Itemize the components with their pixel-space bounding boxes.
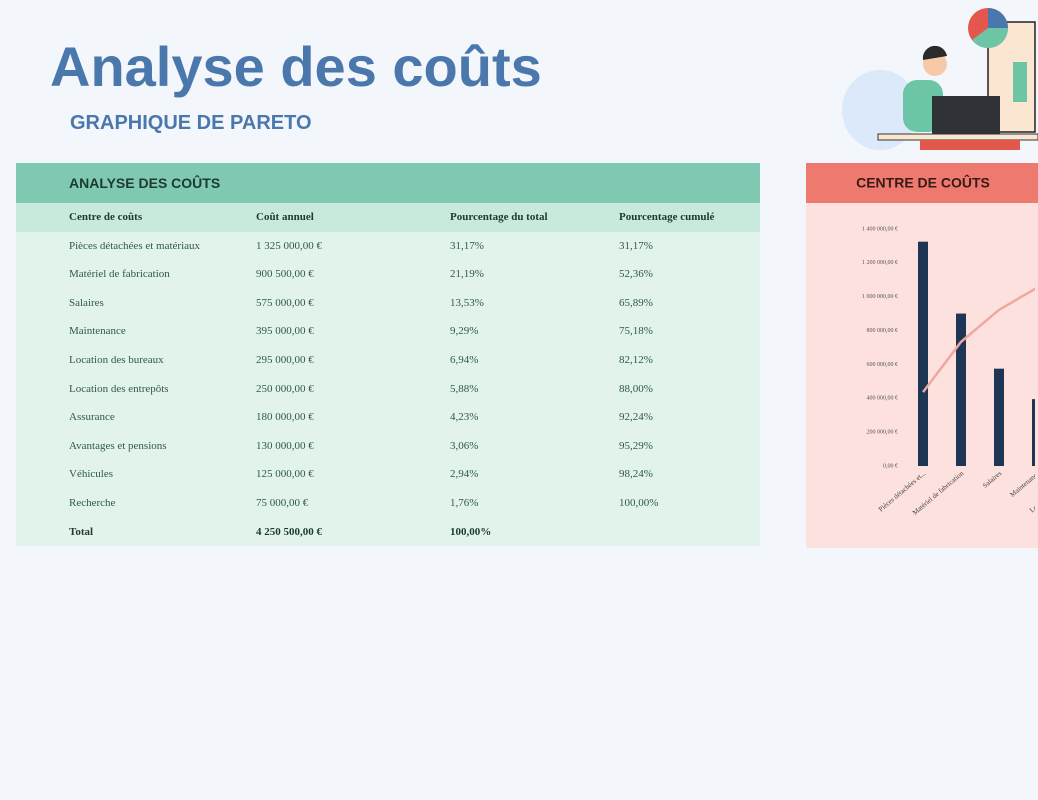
table: ANALYSE DES COÛTS Centre de coûts Coût an… (16, 163, 760, 547)
cell: 4,23% (450, 411, 479, 424)
cell: 575 000,00 € (256, 296, 314, 309)
cell: 92,24% (619, 411, 653, 424)
cell: Pourcentage cumulé (619, 211, 715, 223)
cell: Salaires (69, 296, 104, 309)
cell: 1 325 000,00 € (256, 239, 322, 252)
illustration (842, 8, 1038, 150)
y-tick-label: 400 000,00 € (867, 396, 899, 402)
table-row: Salaires 575 000,00 € 13,53% 65,89% (16, 289, 760, 318)
cell: 52,36% (619, 268, 653, 281)
cell: 130 000,00 € (256, 439, 314, 452)
cell: 4 250 500,00 € (256, 525, 322, 538)
table-row: Location des entrepôts 250 000,00 € 5,88% 8… (16, 375, 760, 404)
table-row: Recherche 75 000,00 € 1,76% 100,00% (16, 489, 760, 518)
cell: 6,94% (450, 353, 479, 366)
table-body: Centre de coûts Coût annuel Pourcentage du… (16, 203, 760, 546)
column-header: Centre de coûts Coût annuel Pourcentage du… (16, 203, 760, 232)
table-row: Matériel de fabrication 900 500,00 € 21,19… (16, 260, 760, 289)
cell: Recherche (69, 496, 116, 509)
cell: Pièces détachées et matériaux (69, 239, 201, 252)
cell: 75,18% (619, 325, 653, 338)
cell: Total (69, 525, 94, 538)
cell: 900 500,00 € (256, 268, 314, 281)
cell: Matériel de fabrication (69, 268, 170, 281)
cell: Maintenance (69, 325, 126, 338)
cell: 82,12% (619, 353, 653, 366)
subtitle: GRAPHIQUE DE PARETO (70, 112, 312, 134)
cell: 65,89% (619, 296, 653, 309)
cell: Location des entrepôts (69, 382, 169, 395)
cell: 9,29% (450, 325, 479, 338)
bar (994, 368, 1004, 466)
cell: Assurance (69, 411, 115, 424)
cell: Pourcentage du total (450, 211, 548, 223)
title: Analyse des coûts (50, 35, 542, 98)
cell: Avantages et pensions (69, 439, 167, 452)
cell: 98,24% (619, 468, 653, 481)
table-row: Avantages et pensions 130 000,00 € 3,06% 95… (16, 432, 760, 461)
cell: 125 000,00 € (256, 468, 314, 481)
cell: 13,53% (450, 296, 484, 309)
cell: 295 000,00 € (256, 353, 314, 366)
cell: 5,88% (450, 382, 479, 395)
cell: 1,76% (450, 496, 479, 509)
cell: 95,29% (619, 439, 653, 452)
y-tick-label: 800 000,00 € (867, 328, 899, 334)
cell: 180 000,00 € (256, 411, 314, 424)
y-tick-label: 1 200 000,00 € (862, 260, 898, 266)
cell: 21,19% (450, 268, 484, 281)
y-tick-label: 600 000,00 € (867, 362, 899, 368)
y-tick-label: 1 000 000,00 € (862, 294, 898, 300)
table-row: Véhicules 125 000,00 € 2,94% 98,24% (16, 460, 760, 489)
table-title: ANALYSE DES COÛTS (16, 163, 760, 203)
y-tick-label: 1 400 000,00 € (862, 226, 898, 232)
bar (956, 313, 966, 466)
table-row: Pièces détachées et matériaux 1 325 000,0… (16, 232, 760, 261)
y-tick-label: 0,00 € (883, 463, 898, 469)
y-tick-label: 200 000,00 € (867, 430, 899, 436)
cell: 395 000,00 € (256, 325, 314, 338)
bar (918, 241, 928, 466)
cell: 250 000,00 € (256, 382, 314, 395)
cell: 100,00% (619, 496, 659, 509)
cell: Location des bureaux (69, 353, 164, 366)
table-row: Location des bureaux 295 000,00 € 6,94% 82,… (16, 346, 760, 375)
cell: Véhicules (69, 468, 113, 481)
bar (1032, 399, 1035, 466)
cell: 2,94% (450, 468, 479, 481)
cell: 100,00% (450, 525, 492, 538)
table-row: Maintenance 395 000,00 € 9,29% 75,18% (16, 317, 760, 346)
cumulative-line (922, 287, 1035, 393)
cell: 3,06% (450, 439, 479, 452)
total-row: Total 4 250 500,00 € 100,00% (16, 518, 760, 547)
cell: 31,17% (450, 239, 484, 252)
cell: 75 000,00 € (256, 496, 309, 509)
cell: Coût annuel (256, 211, 314, 223)
table-row: Assurance 180 000,00 € 4,23% 92,24% (16, 403, 760, 432)
chart-header (806, 163, 1038, 203)
cell: 31,17% (619, 239, 653, 252)
chart-title: CENTRE DE COÛTS (856, 174, 990, 191)
cell: 88,00% (619, 382, 653, 395)
cell: Centre de coûts (69, 211, 143, 223)
